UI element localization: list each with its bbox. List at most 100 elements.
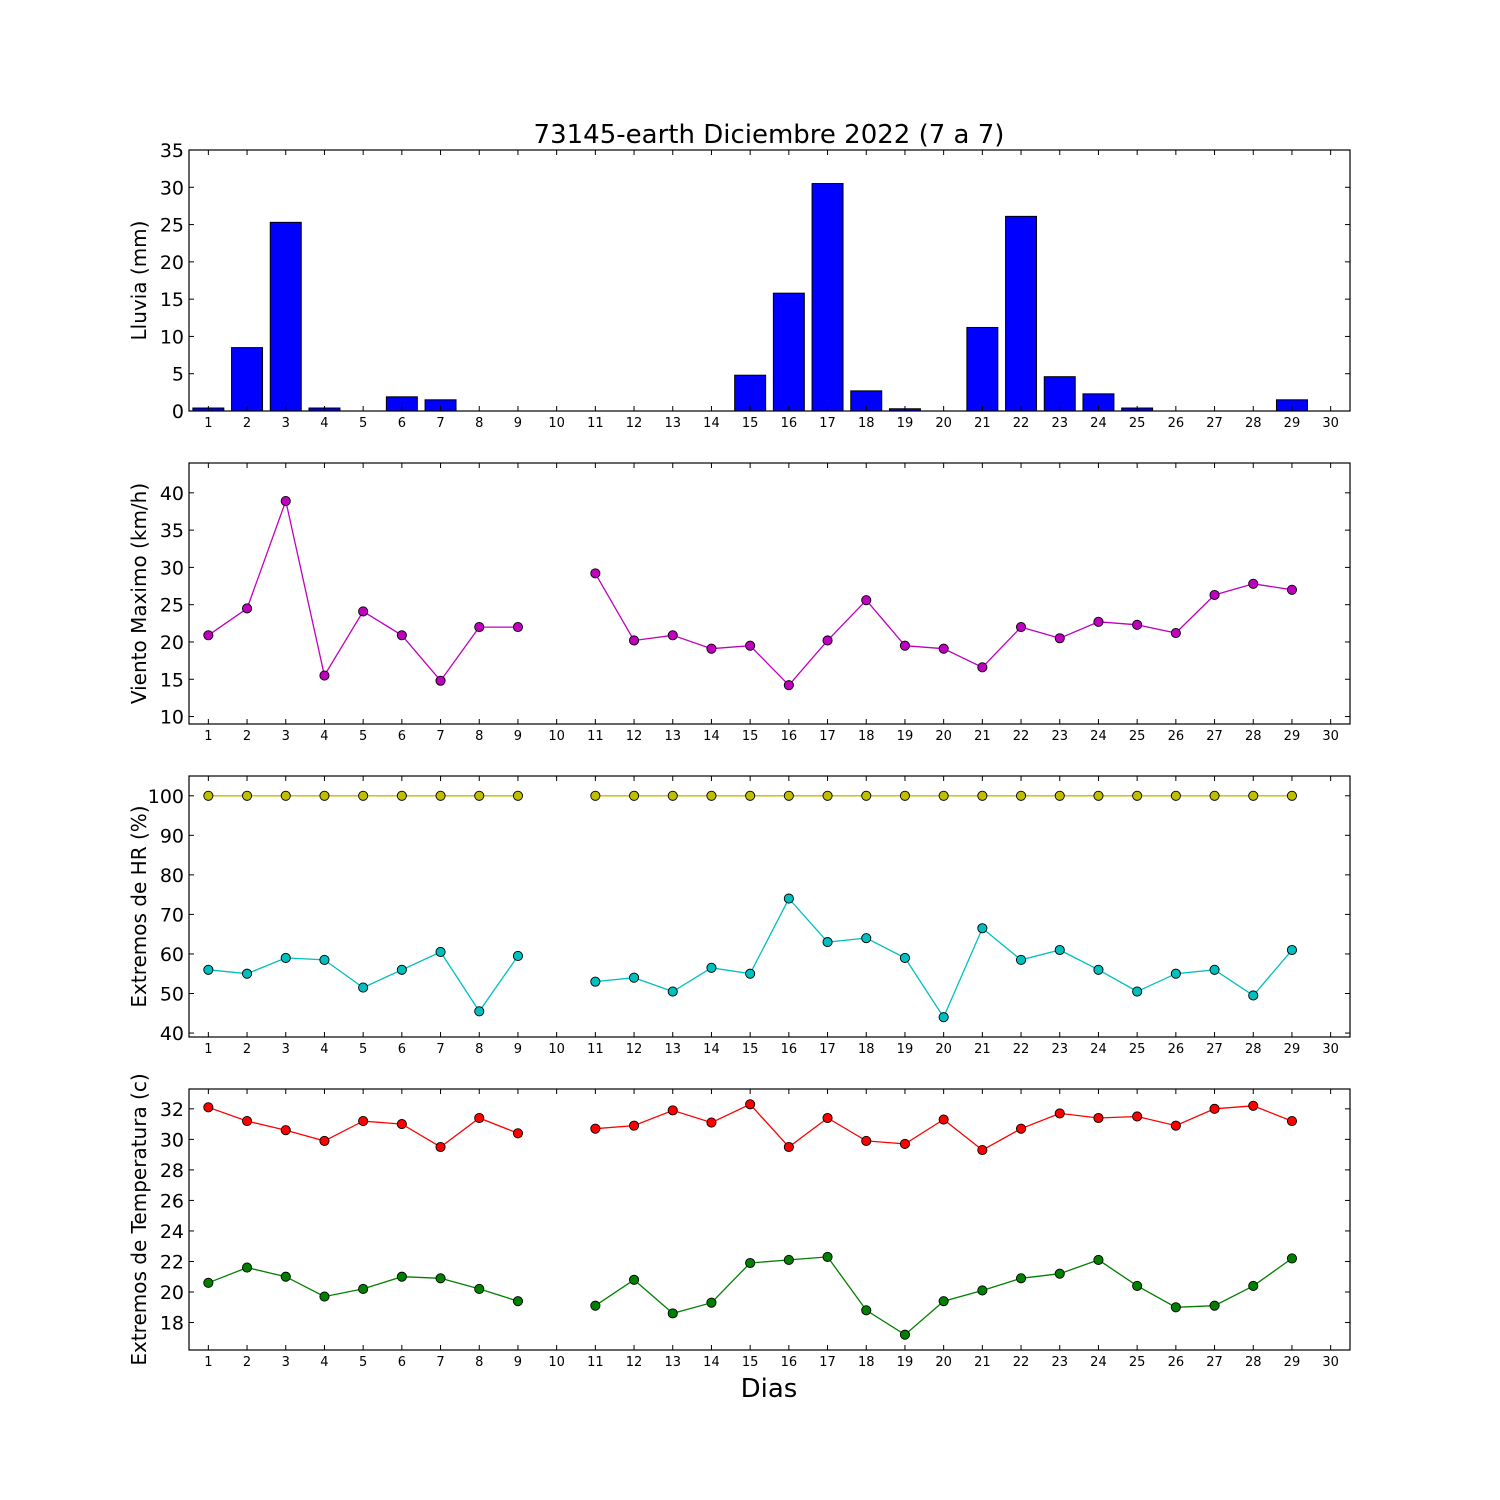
humidity-hr-max-point — [435, 790, 446, 801]
temperature-xtick-label: 22 — [1013, 1355, 1030, 1370]
rain-xtick-label: 7 — [436, 416, 444, 431]
temperature-temp-max-point — [667, 1105, 678, 1116]
rain-xtick-label: 29 — [1284, 416, 1301, 431]
temperature-ytick-label: 30 — [160, 1129, 184, 1151]
temperature-temp-min-point — [1209, 1300, 1220, 1311]
humidity-hr-max-point — [1093, 790, 1104, 801]
temperature-temp-max-point — [590, 1123, 601, 1134]
humidity-ytick-label: 70 — [160, 904, 184, 926]
temperature-ytick-label: 32 — [160, 1099, 184, 1121]
wind-wind-point — [512, 622, 524, 633]
humidity-xtick-label: 18 — [858, 1042, 875, 1057]
temperature-temp-max-point — [1054, 1108, 1065, 1119]
temperature-temp-max-point — [280, 1125, 291, 1136]
wind-wind-point — [977, 662, 988, 673]
temperature-temp-min-point — [1248, 1280, 1259, 1291]
temperature-temp-min-point — [396, 1271, 407, 1282]
rain-xtick-label: 24 — [1090, 416, 1107, 431]
humidity-xtick-label: 24 — [1090, 1042, 1107, 1057]
wind-xtick-label: 30 — [1322, 729, 1339, 744]
humidity-hr-max-point — [745, 790, 756, 801]
humidity-hr-max-point — [1170, 790, 1181, 801]
temperature-temp-max-point — [629, 1120, 640, 1131]
humidity-ytick-label: 40 — [160, 1023, 184, 1045]
humidity-xtick-label: 9 — [514, 1042, 522, 1057]
temperature-xtick-label: 24 — [1090, 1355, 1107, 1370]
humidity-xtick-label: 10 — [548, 1042, 565, 1057]
humidity-hr-max-point — [899, 790, 911, 801]
temperature-temp-max-point — [241, 1116, 253, 1127]
humidity-hr-max-point — [358, 790, 369, 801]
temperature-xtick-label: 15 — [742, 1355, 759, 1370]
temperature-temp-max-point — [319, 1135, 330, 1146]
humidity-hr-min-point — [629, 972, 640, 983]
wind-ytick-label: 40 — [160, 483, 184, 505]
wind-xtick-label: 20 — [935, 729, 952, 744]
temperature-xtick-label: 17 — [819, 1355, 836, 1370]
humidity-xtick-label: 1 — [204, 1042, 212, 1057]
rain-xtick-label: 22 — [1013, 416, 1030, 431]
x-axis-label: Dias — [741, 1374, 798, 1404]
wind-xtick-label: 22 — [1013, 729, 1030, 744]
temperature-xtick-label: 5 — [359, 1355, 367, 1370]
temperature-temp-min-point — [512, 1296, 524, 1307]
wind-xtick-label: 27 — [1206, 729, 1223, 744]
humidity-hr-min-point — [706, 962, 717, 973]
humidity-hr-min-point — [396, 964, 407, 975]
humidity-hr-min-point — [899, 952, 911, 963]
rain-xtick-label: 23 — [1051, 416, 1068, 431]
temperature-xtick-label: 19 — [897, 1355, 914, 1370]
temperature-ytick-label: 18 — [160, 1313, 184, 1335]
humidity-hr-min-point — [1132, 986, 1143, 997]
humidity-hr-min-point — [938, 1012, 949, 1023]
rain-xtick-label: 2 — [243, 416, 251, 431]
wind-ytick-label: 15 — [160, 669, 184, 691]
temperature-xtick-label: 23 — [1051, 1355, 1068, 1370]
humidity-xtick-label: 5 — [359, 1042, 367, 1057]
temperature-temp-min-point — [822, 1251, 833, 1262]
wind-wind-point — [1093, 616, 1104, 627]
temperature-y-axis-label: Extremos de Temperatura (c) — [127, 1073, 151, 1365]
rain-bar — [231, 347, 264, 412]
wind-ytick-label: 20 — [160, 632, 184, 654]
temperature-temp-max-point — [783, 1141, 794, 1153]
temperature-xtick-label: 20 — [935, 1355, 952, 1370]
wind-wind-point — [1170, 627, 1181, 639]
humidity-xtick-label: 27 — [1206, 1042, 1223, 1057]
temperature-ytick-label: 24 — [160, 1221, 184, 1243]
wind-xtick-label: 15 — [742, 729, 759, 744]
humidity-ytick-label: 90 — [160, 825, 184, 847]
wind-frame — [188, 462, 1351, 725]
humidity-xtick-label: 16 — [781, 1042, 798, 1057]
temperature-xtick-label: 4 — [320, 1355, 328, 1370]
wind-xtick-label: 16 — [781, 729, 798, 744]
temperature-temp-max-point — [745, 1099, 756, 1110]
temperature-temp-max-point — [512, 1128, 524, 1139]
humidity-hr-min-point — [241, 968, 253, 979]
humidity-hr-min-point — [590, 976, 601, 987]
rain-xtick-label: 9 — [514, 416, 522, 431]
humidity-ytick-label: 50 — [160, 984, 184, 1006]
humidity-hr-max-point — [1248, 790, 1259, 801]
humidity-hr-max-point — [629, 790, 640, 801]
temperature-temp-min-point — [1170, 1302, 1181, 1313]
humidity-hr-max-point — [1286, 790, 1297, 801]
temperature-temp-min-point — [241, 1262, 253, 1273]
rain-xtick-label: 25 — [1129, 416, 1146, 431]
rain-xtick-label: 18 — [858, 416, 875, 431]
humidity-xtick-label: 15 — [742, 1042, 759, 1057]
temperature-temp-max-point — [899, 1138, 911, 1149]
humidity-xtick-label: 25 — [1129, 1042, 1146, 1057]
wind-ytick-label: 25 — [160, 595, 184, 617]
temperature-temp-max-point — [938, 1114, 949, 1125]
wind-xtick-label: 21 — [974, 729, 991, 744]
wind-wind-point — [1286, 584, 1297, 595]
temperature-temp-max-point — [1248, 1100, 1259, 1111]
rain-xtick-label: 15 — [742, 416, 759, 431]
humidity-xtick-label: 17 — [819, 1042, 836, 1057]
temperature-temp-max-point — [474, 1112, 485, 1124]
